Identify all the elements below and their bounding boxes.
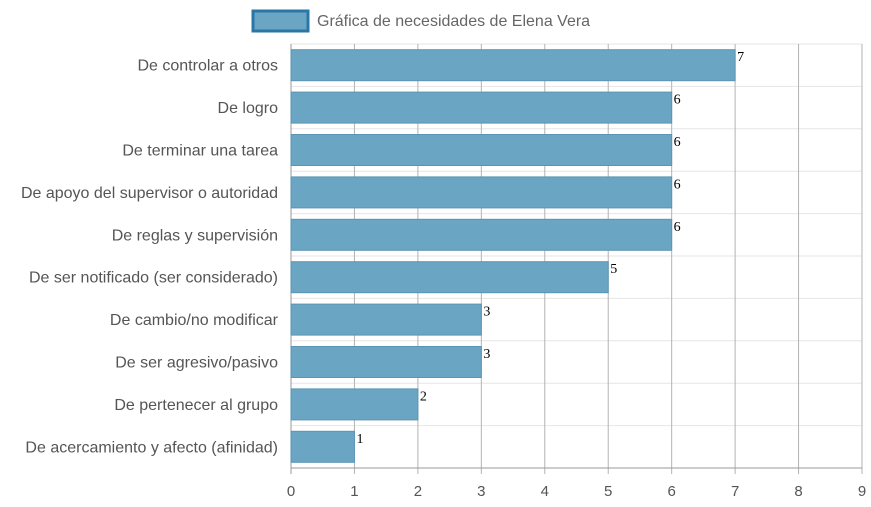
x-tick-label: 9 — [858, 483, 866, 500]
x-tick-label: 0 — [287, 483, 295, 500]
x-tick-label: 1 — [350, 483, 358, 500]
x-tick-label: 6 — [667, 483, 675, 500]
category-label: De apoyo del supervisor o autoridad — [21, 185, 278, 202]
category-label: De logro — [218, 100, 279, 117]
bar — [290, 218, 673, 251]
x-tick-label: 8 — [794, 483, 802, 500]
x-tick-label: 5 — [604, 483, 612, 500]
data-label: 3 — [483, 305, 490, 320]
data-label: 6 — [674, 177, 681, 192]
category-label: De ser agresivo/pasivo — [115, 355, 278, 372]
bar — [290, 303, 482, 336]
category-label: De terminar una tarea — [122, 143, 278, 160]
x-tick-label: 4 — [541, 483, 549, 500]
bar — [290, 346, 482, 378]
data-label: 7 — [737, 50, 744, 65]
bar — [290, 134, 673, 166]
data-label: 6 — [674, 93, 681, 108]
x-tick-label: 3 — [477, 483, 485, 500]
bar — [290, 261, 609, 294]
bar — [290, 91, 673, 124]
bar — [290, 388, 419, 421]
x-tick-label: 7 — [731, 483, 739, 500]
category-label: De acercamiento y afecto (afinidad) — [25, 439, 278, 456]
category-label: De cambio/no modificar — [110, 312, 279, 329]
data-label: 6 — [674, 220, 681, 235]
x-tick-label: 2 — [414, 483, 422, 500]
category-label: De reglas y supervisión — [112, 227, 278, 244]
data-label: 6 — [674, 135, 681, 150]
data-label: 1 — [356, 432, 363, 447]
data-label: 3 — [483, 347, 490, 362]
bar — [290, 176, 673, 209]
bar — [290, 430, 355, 463]
data-label: 2 — [420, 389, 427, 404]
legend-label: Gráfica de necesidades de Elena Vera — [317, 13, 590, 30]
category-label: De ser notificado (ser considerado) — [29, 270, 278, 287]
data-label: 5 — [610, 262, 617, 277]
category-label: De pertenecer al grupo — [114, 397, 278, 414]
bar — [290, 49, 736, 82]
category-label: De controlar a otros — [137, 58, 278, 75]
legend-swatch — [251, 9, 310, 33]
